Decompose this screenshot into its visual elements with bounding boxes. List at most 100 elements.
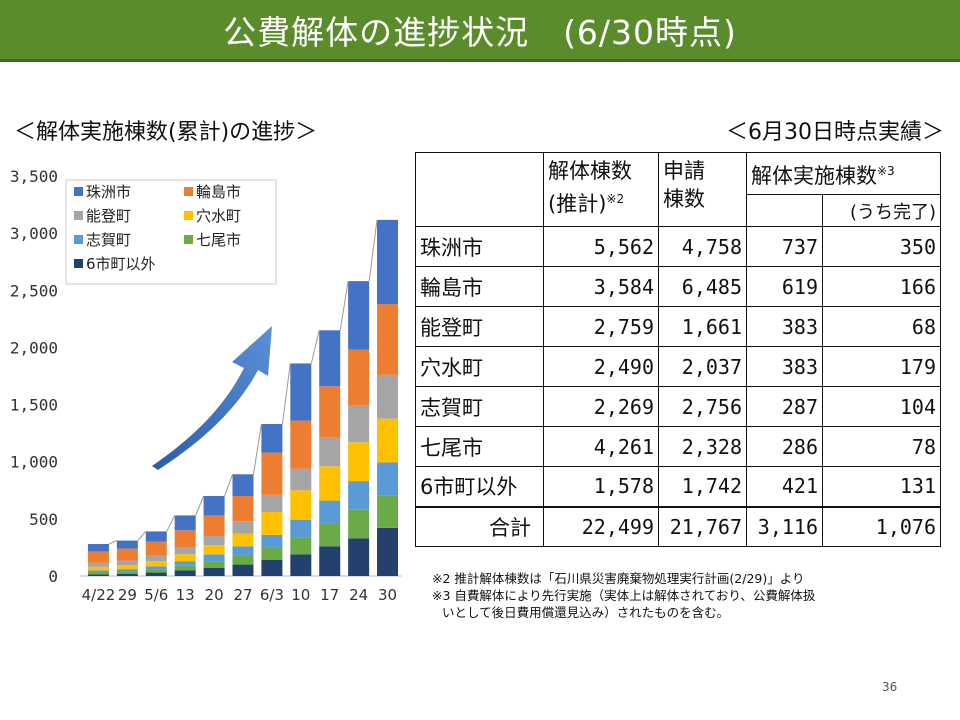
y-tick-label: 3,000 — [10, 224, 58, 243]
bar-segment — [377, 495, 399, 528]
footnote-2: ※2 推計解体棟数は「石川県災害廃棄物処理実行計画(2/29)」より — [432, 571, 805, 586]
bar-connector-line — [253, 423, 262, 475]
bar-segment — [290, 468, 312, 491]
bar-segment — [319, 466, 341, 501]
bar-segment — [290, 554, 312, 576]
row-name: 輪島市 — [415, 266, 544, 307]
bar-segment — [87, 551, 109, 563]
bar-segment — [319, 386, 341, 438]
x-tick-label: 30 — [378, 586, 397, 604]
bar-segment — [319, 523, 341, 547]
legend-swatch — [74, 259, 83, 268]
bar-segment — [290, 490, 312, 520]
table-subheader-row: (うち完了) — [416, 194, 941, 227]
header-applications: 申請 棟数 — [658, 152, 747, 227]
bar-segment — [174, 547, 196, 555]
total-name: 合計 — [415, 505, 544, 547]
bar-segment — [145, 561, 167, 567]
x-tick-label: 10 — [291, 586, 310, 604]
row-applications: 6,485 — [658, 266, 747, 307]
bar-segment — [319, 500, 341, 524]
bar-segment — [348, 281, 370, 350]
table-row: 七尾市 4,261 2,328 286 78 — [415, 426, 941, 467]
table-row: 穴水町 2,490 2,037 383 179 — [415, 346, 941, 387]
bar-segment — [290, 537, 312, 555]
bar-segment — [232, 533, 254, 547]
bar-segment — [174, 565, 196, 571]
row-demolished: 737 — [746, 226, 823, 267]
row-applications: 2,037 — [658, 346, 747, 387]
legend-swatch — [184, 211, 193, 220]
bar-segment — [87, 570, 109, 572]
bar-connector-line — [224, 474, 233, 497]
footnotes: ※2 推計解体棟数は「石川県災害廃棄物処理実行計画(2/29)」より ※3 自費… — [432, 570, 815, 621]
bar-segment — [87, 572, 109, 575]
bar-segment — [232, 521, 254, 534]
legend-label: 穴水町 — [196, 207, 241, 225]
bar-segment — [377, 219, 399, 305]
row-completed: 104 — [822, 386, 941, 427]
x-tick-label: 27 — [233, 586, 252, 604]
header-empty-cell — [415, 152, 544, 227]
row-demolished: 421 — [746, 466, 823, 507]
bar-segment — [261, 424, 283, 453]
bar-segment — [203, 554, 225, 562]
x-tick-label: 4/22 — [82, 586, 116, 604]
bar-segment — [116, 540, 138, 549]
bar-segment — [174, 570, 196, 576]
stacked-bar-chart: 0 500 1,000 1,500 2,000 2,500 3,000 3,500 4/22 29… — [10, 167, 402, 604]
header-estimate-line2: (推計) — [548, 192, 607, 216]
row-estimate: 1,578 — [543, 466, 659, 507]
bar-segment — [203, 515, 225, 536]
x-tick-label: 17 — [320, 586, 339, 604]
bar-connector-line — [108, 540, 118, 545]
bar-segment — [232, 564, 254, 576]
bar-segment — [174, 554, 196, 562]
header-demolished: 解体実施棟数※3 — [746, 152, 941, 195]
bar-connector-line — [137, 531, 147, 541]
row-completed: 78 — [822, 426, 941, 467]
table-row: 輪島市 3,584 6,485 619 166 — [415, 266, 941, 307]
trend-arrow-icon — [152, 326, 272, 470]
title-bar: 公費解体の進捗状況 (6/30時点) — [0, 0, 960, 62]
subheader-empty-cell — [746, 194, 823, 227]
row-applications: 2,756 — [658, 386, 747, 427]
results-table: 解体棟数 (推計)※2 申請 棟数 解体実施棟数※3 (うち完了) 珠洲市 5,5… — [415, 152, 941, 547]
row-demolished: 287 — [746, 386, 823, 427]
table-row: 志賀町 2,269 2,756 287 104 — [415, 386, 941, 427]
bar-segment — [203, 545, 225, 555]
legend-swatch — [184, 187, 193, 196]
row-estimate: 4,261 — [543, 426, 659, 467]
legend-box — [65, 179, 277, 285]
bar-segment — [203, 561, 225, 568]
row-estimate: 5,562 — [543, 226, 659, 267]
row-applications: 2,328 — [658, 426, 747, 467]
bar-segment — [319, 437, 341, 467]
bar-segment — [377, 527, 399, 576]
y-tick-label: 2,500 — [10, 281, 58, 300]
y-tick-label: 0 — [48, 567, 58, 586]
bar-connector-line — [195, 495, 205, 516]
row-completed: 350 — [822, 226, 941, 267]
bar-segment — [232, 496, 254, 522]
y-tick-label: 1,000 — [10, 453, 58, 472]
bar-connector-line — [310, 330, 320, 364]
x-tick-label: 20 — [205, 586, 224, 604]
bar-segment — [87, 566, 109, 571]
row-applications: 4,758 — [658, 226, 747, 267]
row-estimate: 2,490 — [543, 346, 659, 387]
bar-segment — [232, 474, 254, 496]
row-name: 七尾市 — [415, 426, 544, 467]
row-applications: 1,742 — [658, 466, 747, 507]
total-applications: 21,767 — [658, 505, 747, 547]
bar-segment — [261, 494, 283, 512]
header-completed: (うち完了) — [822, 194, 941, 227]
table-row: 珠洲市 5,562 4,758 737 350 — [415, 226, 941, 267]
table-total-row: 合計 22,499 21,767 3,116 1,076 — [415, 505, 941, 547]
y-tick-label: 1,500 — [10, 396, 58, 415]
bar-segment — [87, 574, 109, 576]
header-estimate-note-mark: ※2 — [606, 192, 625, 206]
bar-segment — [377, 374, 399, 419]
footnote-3-line2: いとして後日費用償還見込み）されたものを含む。 — [442, 605, 730, 620]
bar-segment — [319, 330, 341, 387]
